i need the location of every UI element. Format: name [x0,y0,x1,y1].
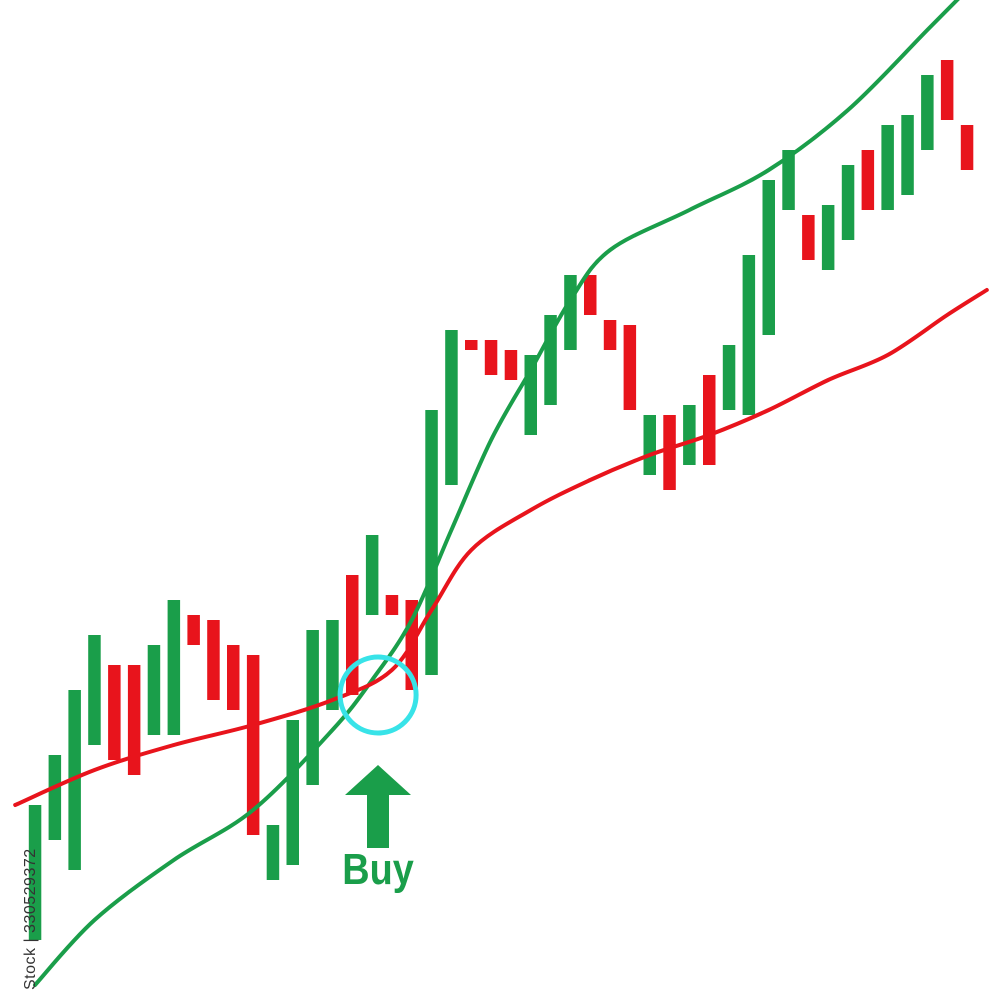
signal-layer [337,654,419,848]
candle-36 [742,255,756,415]
candle-20 [425,410,438,675]
candle-41 [841,165,855,240]
candle-21 [445,330,458,485]
candle-13 [286,720,299,865]
candle-35 [722,345,736,410]
candle-5 [127,665,141,775]
candle-32 [663,415,676,490]
candle-23 [484,340,498,375]
candle-24 [504,350,518,380]
candle-6 [147,645,161,735]
candle-40 [821,205,835,270]
fast-ma-line [33,0,960,987]
candle-1 [48,755,62,840]
candle-39 [802,215,815,260]
moving-averages-layer [13,0,989,987]
candle-4 [108,665,121,760]
candle-33 [683,405,696,465]
candle-46 [940,60,954,120]
candle-28 [584,275,597,315]
candle-30 [623,325,637,410]
buy-label: Buy [342,845,414,894]
candle-9 [207,620,220,700]
candle-29 [603,320,617,350]
candle-38 [782,150,795,210]
candle-45 [921,75,934,150]
side-id-text: Stock | 330529372 [22,848,39,990]
candle-44 [901,115,914,195]
buy-arrow-up-icon [345,765,411,848]
slow-ma-line [13,288,989,807]
candle-3 [88,635,101,745]
candle-12 [266,825,280,880]
candle-7 [167,600,181,735]
signal-circle [337,654,419,736]
candle-17 [365,535,379,615]
candle-37 [762,180,775,335]
candle-47 [960,125,974,170]
candle-42 [861,150,875,210]
candle-15 [326,620,339,710]
candle-10 [227,645,240,710]
candle-27 [564,275,577,350]
candle-16 [346,575,359,695]
candle-31 [643,415,656,475]
candle-8 [187,615,200,645]
candle-22 [465,340,478,350]
candle-43 [881,125,894,210]
candle-0 [28,805,42,940]
candle-11 [246,655,260,835]
candle-18 [385,595,399,615]
candle-34 [703,375,716,465]
candles-layer [28,60,974,940]
